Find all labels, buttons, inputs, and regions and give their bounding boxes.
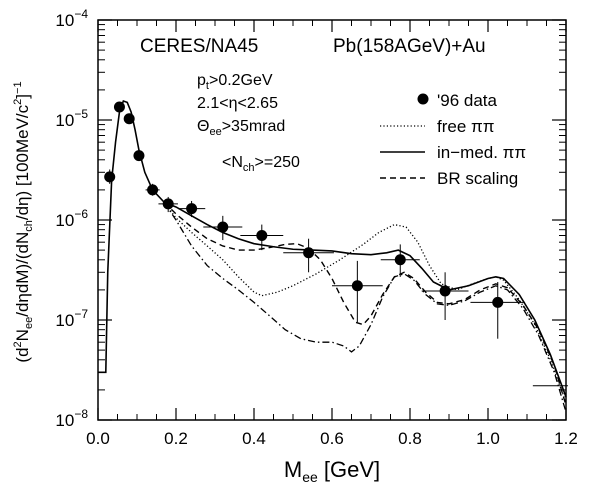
data-point-marker (351, 280, 363, 292)
curve-dashdot (163, 202, 567, 413)
curve-common-low-mass (98, 99, 165, 374)
data-point-marker (147, 184, 159, 196)
data-point-marker (113, 101, 125, 113)
data-point-marker (256, 229, 268, 241)
data-points (104, 101, 568, 387)
y-tick-label: 10−8 (55, 407, 88, 430)
y-axis-label: (d2Nee/dηdM)/(dNch/dη) [100MeV/c2]−1 (12, 81, 35, 362)
data-point-marker (133, 150, 145, 162)
cut-pt-label: pt>0.2GeV (197, 72, 273, 92)
experiment-label: CERES/NA45 (140, 36, 258, 57)
data-point-marker (217, 221, 229, 233)
x-tick-label: 1.2 (554, 429, 578, 448)
y-tick-label: 10−7 (55, 307, 88, 330)
data-point-marker (439, 285, 451, 297)
legend-label-free: free ππ (437, 117, 494, 136)
data-point-marker (186, 203, 198, 215)
data-point-marker (104, 171, 116, 183)
cut-eta-label: 2.1<η<2.65 (197, 95, 278, 112)
x-tick-label: 1.0 (476, 429, 500, 448)
x-axis-label: Mee [GeV] (284, 457, 380, 485)
x-tick-label: 0.6 (320, 429, 344, 448)
data-point-marker (303, 247, 315, 259)
x-tick-labels: 0.0 0.2 0.4 0.6 0.8 1.0 1.2 (86, 429, 578, 448)
curve-solid (164, 201, 567, 398)
x-tick-label: 0.4 (242, 429, 266, 448)
legend: '96 data free ππ in−med. ππ BR scaling (380, 91, 526, 188)
x-tick-label: 0.8 (398, 429, 422, 448)
curve-dashed (163, 201, 567, 406)
theory-curves (98, 99, 567, 413)
y-tick-labels: 10−8 10−7 10−6 10−5 10−4 (55, 7, 88, 430)
y-tick-label: 10−5 (55, 107, 88, 130)
legend-label-br: BR scaling (437, 169, 518, 188)
data-point-marker (162, 198, 174, 210)
legend-label-data: '96 data (437, 91, 498, 110)
data-point-marker (394, 254, 406, 266)
data-point-marker (123, 113, 135, 125)
legend-label-inmed: in−med. ππ (437, 143, 526, 162)
y-tick-label: 10−6 (55, 207, 88, 230)
y-tick-label: 10−4 (55, 7, 88, 30)
cut-theta-label: Θee>35mrad (197, 118, 285, 138)
data-point-marker (492, 296, 504, 308)
legend-marker-data (417, 93, 429, 105)
x-tick-label: 0.2 (164, 429, 188, 448)
x-tick-label: 0.0 (86, 429, 110, 448)
axis-ticks (97, 19, 567, 421)
plot-frame (97, 19, 567, 421)
nch-label: <Nch>=250 (222, 154, 300, 174)
collision-label: Pb(158AGeV)+Au (333, 36, 486, 57)
